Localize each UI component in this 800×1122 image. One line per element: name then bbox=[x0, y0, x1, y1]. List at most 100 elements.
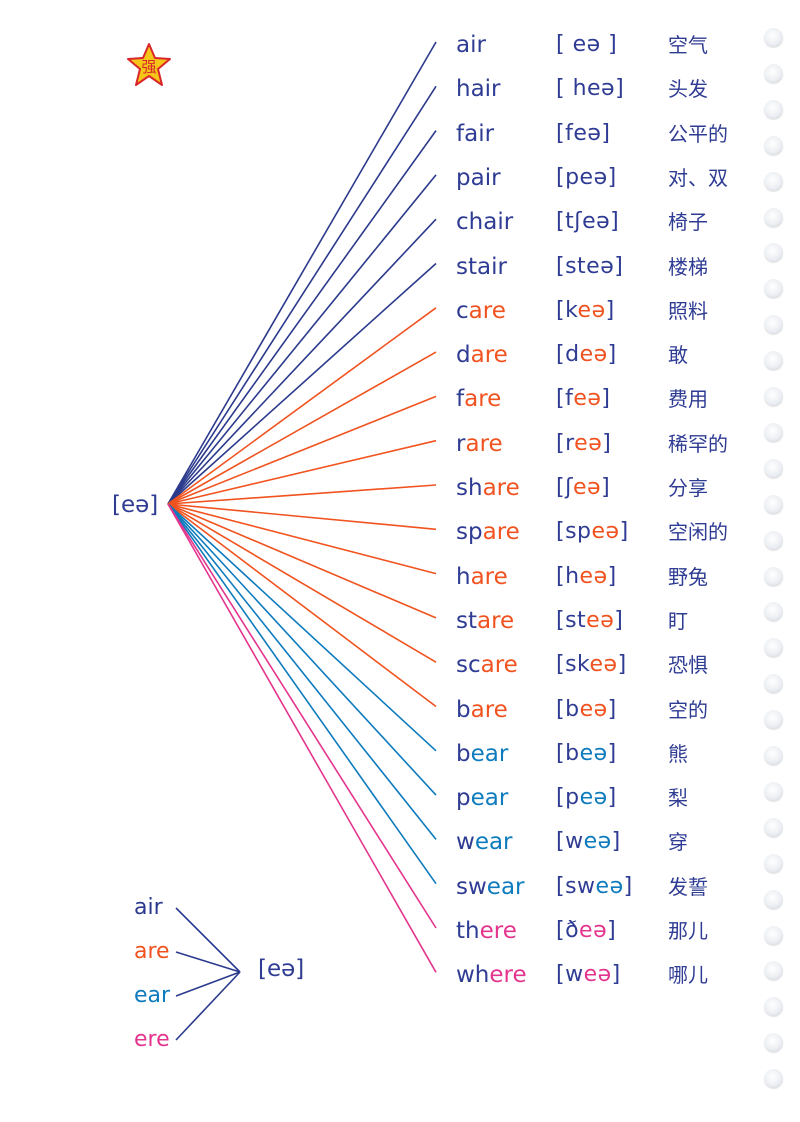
binding-hole bbox=[764, 817, 783, 837]
word: care bbox=[456, 296, 506, 326]
word-row: pear [peə] 梨 bbox=[0, 783, 760, 827]
word: there bbox=[456, 916, 517, 946]
phonetic-prefix: [sw bbox=[556, 873, 596, 899]
binding-hole bbox=[764, 925, 783, 945]
summary-spelling: ear bbox=[134, 983, 171, 1008]
word-stem: d bbox=[456, 342, 471, 369]
word-stem: wh bbox=[456, 962, 490, 989]
phonetic-suffix: ] bbox=[601, 475, 611, 500]
summary-connector-line bbox=[175, 971, 241, 997]
binding-hole bbox=[764, 315, 783, 335]
binding-hole bbox=[764, 602, 783, 622]
word: fare bbox=[456, 384, 501, 414]
word: bear bbox=[456, 739, 508, 769]
word-row: there [ðeə] 那儿 bbox=[0, 916, 760, 960]
summary-connector-line bbox=[175, 971, 241, 1041]
binding-hole bbox=[764, 63, 783, 83]
word-stem: hair bbox=[456, 76, 501, 103]
phonetic-suffix: ] bbox=[607, 918, 617, 943]
translation: 分享 bbox=[668, 476, 708, 500]
phonetic: [ʃeə] bbox=[556, 473, 610, 503]
translation: 敢 bbox=[668, 343, 688, 368]
connector-line bbox=[167, 503, 437, 929]
translation: 椅子 bbox=[668, 210, 708, 235]
binding-hole bbox=[764, 279, 783, 299]
word: share bbox=[456, 473, 520, 503]
translation: 空闲的 bbox=[668, 520, 728, 545]
word-row: pair [peə] 对、双 bbox=[0, 163, 760, 207]
phonetic-prefix: [r bbox=[556, 430, 575, 456]
phonetic-prefix: [ eə ] bbox=[556, 32, 618, 57]
connector-line bbox=[167, 503, 437, 531]
word-spelling-highlight: are bbox=[464, 386, 502, 413]
connector-line bbox=[167, 503, 437, 840]
word-row: swear [sweə] 发誓 bbox=[0, 872, 760, 916]
binding-hole bbox=[764, 638, 783, 658]
binding-hole bbox=[764, 853, 783, 873]
phonetic-suffix: ] bbox=[611, 829, 621, 855]
phonetic: [peə] bbox=[556, 783, 617, 813]
word: swear bbox=[456, 872, 525, 902]
word-stem: pair bbox=[456, 164, 501, 191]
binding-hole bbox=[764, 494, 783, 514]
translation: 熊 bbox=[668, 741, 688, 766]
phonetic-vowel: eə bbox=[579, 785, 608, 811]
phonetic: [peə] bbox=[556, 163, 617, 193]
phonetic-prefix: [ heə] bbox=[556, 76, 625, 102]
word-spelling-highlight: ere bbox=[479, 918, 517, 944]
word: dare bbox=[456, 340, 508, 370]
phonetic-prefix: [tʃeə] bbox=[556, 209, 620, 235]
translation: 盯 bbox=[668, 608, 688, 633]
phonetic-vowel: eə bbox=[583, 962, 612, 988]
phonetic-vowel: eə bbox=[589, 652, 618, 678]
summary-connector-line bbox=[175, 907, 241, 973]
word-row: stare [steə] 盯 bbox=[0, 606, 760, 650]
word-spelling-highlight: ere bbox=[489, 962, 527, 989]
word-spelling-highlight: are bbox=[465, 430, 503, 457]
word-stem: fair bbox=[456, 120, 495, 147]
word-row: chair [tʃeə] 椅子 bbox=[0, 207, 760, 251]
word-stem: w bbox=[456, 829, 475, 856]
summary-spelling: air bbox=[134, 895, 163, 920]
phonetic-suffix: ] bbox=[602, 430, 612, 456]
word-stem: st bbox=[456, 607, 478, 634]
word-row: bear [beə] 熊 bbox=[0, 739, 760, 783]
translation: 那儿 bbox=[668, 919, 708, 943]
phonetic-prefix: [w bbox=[556, 829, 584, 855]
word-row: wear [weə] 穿 bbox=[0, 827, 760, 871]
binding-hole bbox=[764, 710, 783, 730]
word-row: share [ʃeə] 分享 bbox=[0, 473, 760, 517]
translation: 恐惧 bbox=[668, 653, 708, 678]
word-row: stair [steə] 楼梯 bbox=[0, 252, 760, 296]
word-stem: sp bbox=[456, 519, 483, 546]
word: stare bbox=[456, 606, 514, 636]
summary-phoneme: [eə] bbox=[258, 956, 305, 982]
word-spelling-highlight: are bbox=[480, 652, 518, 679]
connector-line bbox=[167, 174, 437, 505]
phonetic-vowel: eə bbox=[579, 696, 608, 722]
phonetic-suffix: ] bbox=[605, 297, 615, 323]
connector-line bbox=[167, 351, 437, 505]
phonetic-suffix: ] bbox=[617, 652, 627, 678]
phonetic-prefix: [k bbox=[556, 297, 578, 323]
word-row: rare [reə] 稀罕的 bbox=[0, 429, 760, 473]
word: where bbox=[456, 960, 527, 990]
phonetic: [beə] bbox=[556, 739, 617, 769]
word-stem: sc bbox=[456, 652, 481, 679]
phonetic: [reə] bbox=[556, 429, 611, 459]
phonetic-prefix: [p bbox=[556, 785, 580, 811]
phonetic-vowel: eə bbox=[573, 386, 602, 412]
phonetic: [skeə] bbox=[556, 650, 627, 680]
word: hair bbox=[456, 74, 501, 104]
phonetic-vowel: eə bbox=[577, 297, 606, 323]
word: spare bbox=[456, 517, 520, 547]
phonetic-vowel: eə bbox=[579, 740, 608, 766]
word: hare bbox=[456, 562, 508, 592]
connector-line bbox=[167, 218, 437, 505]
phonetic-prefix: [sk bbox=[556, 652, 590, 678]
phonetic-suffix: ] bbox=[607, 696, 617, 722]
star-badge-label: 强 bbox=[141, 58, 156, 76]
word-stem: h bbox=[456, 563, 471, 590]
